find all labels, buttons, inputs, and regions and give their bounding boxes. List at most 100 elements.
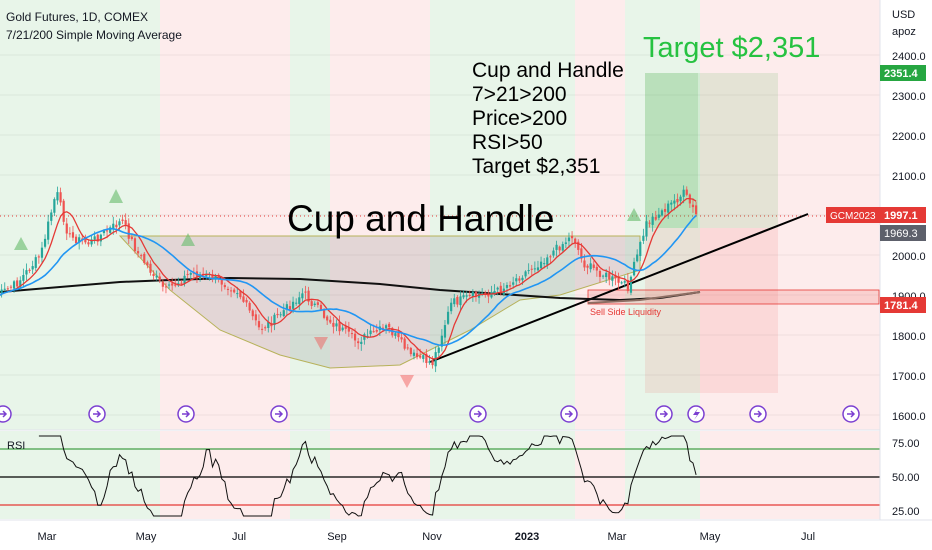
candle-body <box>443 325 447 338</box>
candle-body <box>425 353 428 363</box>
sell-signal-icon <box>314 337 328 350</box>
event-marker-icon[interactable] <box>749 405 767 423</box>
candle-body <box>598 270 602 277</box>
candle-body <box>508 285 512 287</box>
candle-body <box>121 219 124 221</box>
candle-body <box>446 311 450 324</box>
candle-body <box>248 302 251 311</box>
candle-body <box>93 236 96 240</box>
candle-body <box>220 277 223 285</box>
candle-body <box>462 295 465 298</box>
price-tick: 1800.0 <box>892 331 926 343</box>
candle-body <box>632 261 636 276</box>
candle-body <box>25 270 28 275</box>
candle-body <box>558 246 561 251</box>
candle-body <box>369 330 372 335</box>
candle-body <box>639 242 642 257</box>
background-zones <box>0 0 880 430</box>
candle-body <box>654 216 657 220</box>
target-big-label: Target $2,351 <box>643 32 820 64</box>
event-marker-icon[interactable] <box>0 405 12 423</box>
rsi-zone <box>160 431 210 519</box>
candle-body <box>22 274 25 281</box>
candle-body <box>3 288 6 290</box>
candle-body <box>363 334 366 340</box>
candle-body <box>679 196 682 202</box>
note-line-1: Cup and Handle <box>472 59 624 82</box>
candle-body <box>40 247 44 258</box>
rsi-pane <box>0 429 880 519</box>
candle-body <box>295 302 298 304</box>
rsi-zone <box>330 431 430 519</box>
candle-body <box>518 278 521 281</box>
indicator-title[interactable]: 7/21/200 Simple Moving Average <box>6 28 182 42</box>
ma7-line <box>0 197 697 360</box>
candle-body <box>84 238 87 243</box>
candle-body <box>183 275 186 284</box>
candle-body <box>68 233 71 235</box>
rsi-tick: 25.00 <box>892 506 920 518</box>
candle-body <box>298 297 301 304</box>
candle-body <box>673 200 676 204</box>
candle-body <box>608 273 611 280</box>
event-marker-icon[interactable] <box>270 405 288 423</box>
price-tick: 1700.0 <box>892 371 926 383</box>
candle-body <box>62 200 65 222</box>
candle-body <box>158 276 161 281</box>
candle-body <box>611 276 614 281</box>
event-marker-icon[interactable] <box>655 405 673 423</box>
candle-body <box>682 189 685 197</box>
candle-body <box>552 250 555 256</box>
event-marker-icon[interactable] <box>842 405 860 423</box>
candle-body <box>115 224 118 228</box>
event-marker-icon[interactable] <box>469 405 487 423</box>
candle-body <box>651 216 654 225</box>
stop-zone <box>645 228 778 393</box>
event-marker-icon[interactable] <box>560 405 578 423</box>
candle-body <box>660 210 664 216</box>
candle-body <box>288 306 292 310</box>
rsi-zone <box>700 431 880 519</box>
candle-body <box>645 221 648 237</box>
candle-body <box>496 287 499 290</box>
candle-body <box>685 189 688 195</box>
rsi-tick: 50.00 <box>892 472 920 484</box>
bearish-zone <box>575 0 625 430</box>
rsi-zone <box>625 431 700 519</box>
event-marker-icon[interactable] <box>88 405 106 423</box>
candle-body <box>189 272 192 275</box>
candle-body <box>136 251 140 254</box>
candle-body <box>78 237 81 243</box>
lightning-event-icon[interactable] <box>687 405 705 423</box>
candle-body <box>161 281 164 287</box>
ma200-line <box>0 276 701 302</box>
event-marker-icon[interactable] <box>177 405 195 423</box>
last-price-badge: 1997.1 <box>880 207 926 223</box>
candle-body <box>322 310 326 318</box>
symbol-badge: GCM2023 <box>826 207 880 223</box>
candle-body <box>140 255 143 257</box>
candle-body <box>617 276 620 283</box>
candle-body <box>614 275 617 279</box>
candle-body <box>229 290 233 292</box>
candle-body <box>549 256 552 258</box>
bearish-zone <box>160 0 210 430</box>
candle-body <box>301 293 304 299</box>
candle-body <box>422 355 425 359</box>
candle-body <box>124 220 127 225</box>
candle-body <box>431 360 434 366</box>
time-tick: Sep <box>327 531 347 543</box>
time-tick: 2023 <box>515 531 539 543</box>
rsi-label[interactable]: RSI <box>7 440 26 452</box>
candle-body <box>657 214 660 218</box>
chart-title[interactable]: Gold Futures, 1D, COMEX <box>6 10 149 24</box>
candle-body <box>37 256 40 258</box>
candle-body <box>477 293 481 298</box>
price-tick: 2000.0 <box>892 251 926 263</box>
candle-body <box>285 304 288 310</box>
price-tick: 2100.0 <box>892 171 926 183</box>
candle-body <box>412 352 416 356</box>
candle-body <box>409 347 412 355</box>
rsi-line <box>38 435 697 517</box>
